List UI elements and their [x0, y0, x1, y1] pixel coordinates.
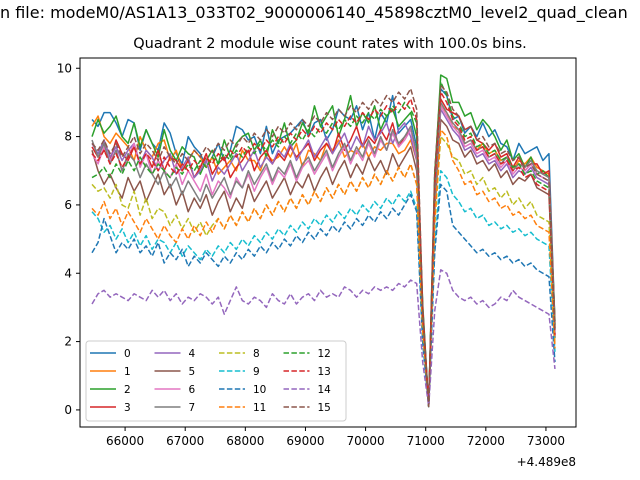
legend-label-1: 1 — [124, 366, 131, 378]
legend-label-2: 2 — [124, 384, 131, 396]
x-axis-offset-label: +4.489e8 — [517, 455, 576, 469]
legend-label-5: 5 — [189, 366, 196, 378]
legend-label-10: 10 — [253, 384, 266, 396]
y-axis: 0 2 4 6 8 10 — [57, 61, 80, 417]
y-tick-label: 10 — [57, 61, 72, 75]
legend-label-11: 11 — [253, 402, 266, 414]
plot-frame — [79, 57, 577, 428]
series-line-11 — [91, 129, 556, 408]
x-tick-label: 70000 — [346, 434, 384, 448]
legend-label-6: 6 — [189, 384, 196, 396]
series-line-14 — [91, 269, 556, 408]
series-line-15 — [91, 84, 556, 408]
legend-label-9: 9 — [253, 366, 260, 378]
x-axis: 66000 67000 68000 69000 70000 71000 72000 73000 — [106, 427, 565, 448]
series-line-2 — [91, 74, 556, 408]
legend-label-14: 14 — [318, 384, 332, 396]
y-tick-label: 6 — [64, 198, 72, 212]
legend-label-7: 7 — [189, 402, 196, 414]
y-tick-label: 4 — [64, 266, 72, 280]
legend-label-15: 15 — [318, 402, 331, 414]
legend-box — [85, 340, 347, 422]
legend-label-8: 8 — [253, 348, 260, 360]
x-tick-label: 67000 — [166, 434, 204, 448]
series-layer — [91, 74, 556, 408]
x-tick-label: 73000 — [527, 434, 565, 448]
x-tick-label: 72000 — [467, 434, 505, 448]
series-line-3 — [91, 98, 556, 408]
legend-label-4: 4 — [189, 348, 196, 360]
y-tick-label: 0 — [64, 403, 72, 417]
legend-label-12: 12 — [318, 348, 331, 360]
legend-label-0: 0 — [124, 348, 131, 360]
chart-title: Quadrant 2 module wise count rates with … — [133, 36, 527, 52]
series-line-9 — [91, 170, 556, 408]
series-line-12 — [91, 81, 556, 408]
legend-label-3: 3 — [124, 402, 131, 414]
x-tick-label: 68000 — [226, 434, 264, 448]
figure-suptitle: n file: modeM0/AS1A13_033T02_9000006140_… — [0, 3, 628, 22]
series-line-13 — [91, 91, 556, 408]
y-tick-label: 8 — [64, 130, 72, 144]
legend-label-13: 13 — [318, 366, 331, 378]
y-tick-label: 2 — [64, 335, 72, 349]
x-tick-label: 66000 — [106, 434, 144, 448]
x-tick-label: 69000 — [286, 434, 324, 448]
x-tick-label: 71000 — [407, 434, 445, 448]
